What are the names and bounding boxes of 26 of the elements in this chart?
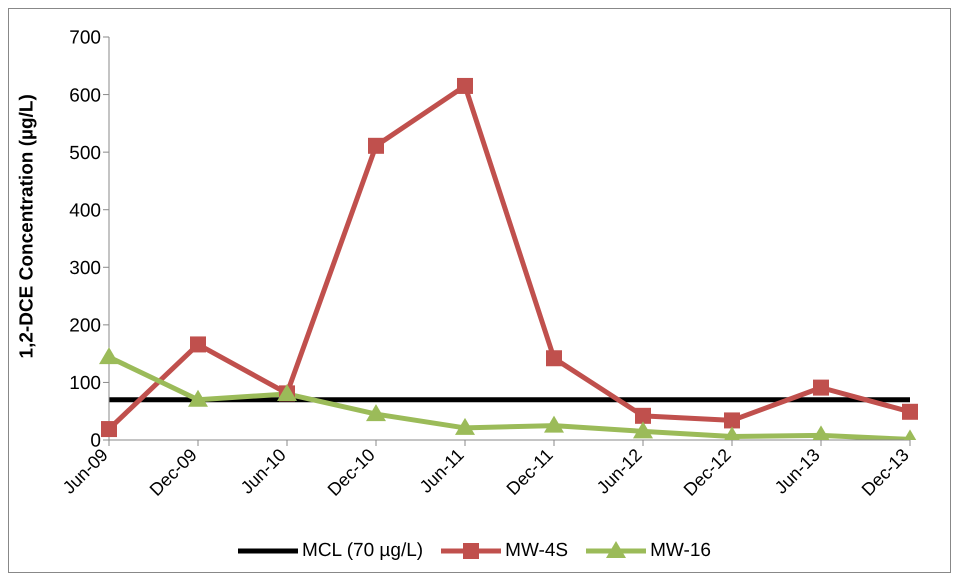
point	[813, 380, 829, 396]
point	[633, 421, 653, 438]
point	[368, 138, 384, 154]
point	[546, 350, 562, 366]
y-tick-label: 500	[69, 142, 101, 164]
y-tick-label: 200	[69, 316, 101, 337]
y-tick-label: 300	[69, 258, 101, 280]
y-tick-label: 400	[69, 200, 101, 222]
point	[190, 336, 206, 352]
legend-label: MW-16	[650, 540, 711, 562]
point	[188, 390, 208, 407]
point	[544, 416, 564, 433]
legend-label: MCL (70 µg/L)	[302, 540, 424, 562]
point	[455, 418, 475, 435]
point	[99, 347, 119, 364]
point	[101, 421, 117, 438]
y-tick-label: 100	[69, 373, 101, 394]
point	[635, 408, 651, 424]
point	[902, 404, 918, 420]
point	[366, 404, 386, 422]
y-axis-title: 1,2-DCE Concentration (µg/L)	[16, 94, 38, 358]
y-tick-label: 700	[69, 28, 101, 49]
y-tick-label: 600	[69, 85, 101, 106]
legend-label: MW-4S	[505, 540, 568, 562]
point	[724, 412, 740, 428]
point	[457, 78, 473, 94]
